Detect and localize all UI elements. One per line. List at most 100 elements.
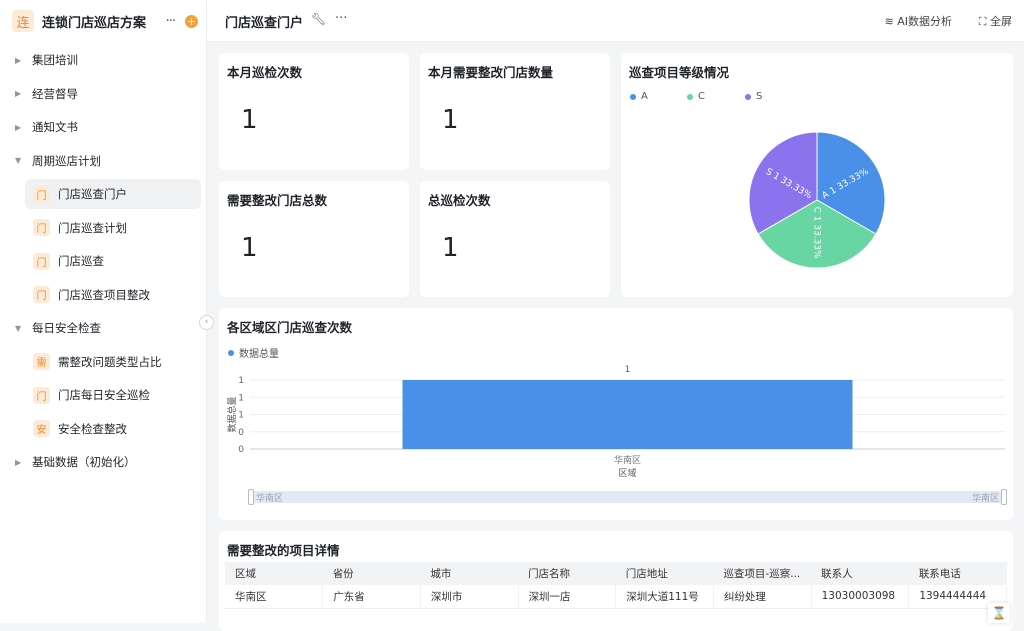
legend-dot (228, 349, 234, 356)
fullscreen-button[interactable]: ⛶ 全屏 (979, 13, 1012, 29)
pie-title: 巡查项目等级情况 (629, 65, 730, 80)
legend-dot (687, 93, 693, 100)
sidebar-item-label: 需整改问题类型占比 (58, 354, 162, 369)
legend-label: 数据总量 (239, 349, 279, 360)
sidebar-item-label: 集团培训 (32, 53, 78, 67)
page-title: 门店巡查门户 (225, 16, 304, 31)
column-header[interactable]: 区域 (225, 562, 323, 585)
kpi-title: 本月需要整改门店数量 (428, 65, 554, 80)
kpi-value: 1 (442, 105, 459, 135)
column-header[interactable]: 门店地址 (615, 562, 714, 585)
x-tick-label: 华南区 (614, 454, 641, 466)
sidebar-item-label: 每日安全检查 (32, 321, 101, 335)
table-cell: 1394444444 (908, 585, 1007, 609)
legend-label: C (698, 91, 705, 102)
data-table: 区域 省份 城市 门店名称 门店地址 巡查项目-巡察... 联系人 联系电话 华南区 广东省 深圳… (225, 562, 1007, 609)
pie-slice-a[interactable] (816, 131, 886, 235)
table-cell: 深圳大道111号 (615, 585, 714, 609)
legend-item-a[interactable]: A (630, 91, 648, 102)
caret-right-icon: ▶ (15, 122, 22, 132)
sidebar-page-item[interactable]: 门门店每日安全巡检 (25, 380, 201, 410)
y-tick-label: 0 (238, 428, 244, 438)
y-tick-label: 1 (238, 411, 244, 421)
pie-card: 巡查项目等级情况 A C S A 1 33.33% C 1 33.33% S 1 3… (621, 53, 1013, 297)
sidebar-page-item[interactable]: 门门店巡查项目整改 (25, 280, 201, 310)
sidebar-item-label: 经营督导 (32, 86, 78, 101)
sidebar-page-item[interactable]: 门门店巡查计划 (25, 213, 201, 243)
sidebar-page-item[interactable]: 门门店巡查门户 (25, 179, 201, 209)
top-bar: 门店巡查门户 🔧︎ ··· ≋ AI数据分析 ⛶ 全屏 (207, 0, 1024, 42)
column-header[interactable]: 联系人 (811, 562, 909, 585)
column-header[interactable]: 省份 (322, 562, 421, 585)
y-tick-label: 1 (238, 376, 244, 386)
sidebar-group-item[interactable]: ▼ 每日安全检查 (0, 313, 207, 343)
sidebar-item-label: 周期巡店计划 (32, 153, 101, 168)
column-header[interactable]: 城市 (420, 562, 519, 585)
sidebar-item-label: 门店巡查计划 (58, 220, 127, 235)
app-title: 连锁门店巡店方案 (42, 15, 147, 31)
sidebar-page-item[interactable]: 需需整改问题类型占比 (25, 347, 201, 377)
kpi-title: 需要整改门店总数 (227, 193, 328, 208)
sidebar-item-label: 基础数据（初始化） (32, 455, 136, 469)
page-icon: 门 (33, 185, 50, 203)
sidebar-item-label: 门店巡查 (58, 254, 104, 268)
add-icon[interactable]: + (185, 14, 198, 28)
legend-item-c[interactable]: C (687, 91, 705, 102)
fullscreen-icon: ⛶ (978, 15, 990, 28)
table-cell: 深圳市 (420, 585, 519, 609)
column-header[interactable]: 联系电话 (908, 562, 1007, 585)
sidebar-group-item[interactable]: ▶ 通知文书 (0, 112, 207, 142)
hourglass-icon[interactable]: ⌛ (988, 603, 1010, 623)
pie-label: C 1 33.33% (812, 207, 822, 259)
bar-title: 各区域区门店巡查次数 (227, 320, 353, 335)
legend-item-s[interactable]: S (745, 91, 762, 102)
bar-data-label: 1 (625, 365, 631, 375)
wrench-icon[interactable]: 🔧︎ (311, 12, 327, 26)
caret-right-icon: ▶ (15, 89, 22, 98)
table-cell: 华南区 (225, 585, 324, 609)
table-cell: 纠纷处理 (713, 585, 812, 609)
sidebar-item-label: 门店巡查门户 (58, 187, 127, 201)
caret-down-icon: ▼ (15, 323, 22, 333)
sidebar-page-item[interactable]: 安安全检查整改 (25, 414, 201, 444)
caret-right-icon: ▶ (15, 457, 22, 467)
ai-analysis-label: AI数据分析 (897, 15, 952, 28)
caret-right-icon: ▶ (15, 55, 22, 65)
kpi-card: 本月巡检次数 1 (219, 53, 409, 170)
kpi-card: 总巡检次数 1 (420, 181, 610, 297)
column-header[interactable]: 巡查项目-巡察... (713, 562, 812, 585)
table-title: 需要整改的项目详情 (227, 543, 340, 558)
ai-icon: ≋ (884, 15, 898, 28)
kpi-title: 总巡检次数 (428, 193, 491, 208)
table-cell: 深圳一店 (518, 585, 617, 609)
more-icon[interactable]: ··· (165, 13, 176, 29)
page-icon: 安 (33, 420, 50, 437)
bar-card: 各区域区门店巡查次数 数据总量 0 0 1 1 1 数据总量 1 华南区 区域 华南区 华南区 (219, 308, 1013, 520)
sidebar-page-item[interactable]: 门门店巡查 (25, 246, 201, 276)
ai-analysis-button[interactable]: ≋ AI数据分析 (885, 13, 953, 29)
page-icon: 门 (33, 219, 50, 236)
sidebar-group-item[interactable]: ▶ 经营督导 (0, 79, 207, 109)
slider-handle-left[interactable] (248, 489, 254, 505)
sidebar-group-item[interactable]: ▶ 基础数据（初始化） (0, 447, 207, 477)
page-icon: 需 (33, 353, 50, 370)
pie-slice-c[interactable] (757, 199, 877, 269)
more-icon[interactable]: ··· (335, 11, 348, 26)
pie-slice-s[interactable] (748, 131, 818, 235)
legend-item[interactable]: 数据总量 (228, 345, 279, 360)
legend-label: A (641, 91, 648, 102)
sidebar-item-label: 安全检查整改 (58, 421, 127, 436)
column-header[interactable]: 门店名称 (518, 562, 616, 585)
y-tick-label: 0 (238, 445, 244, 455)
slider-handle-right[interactable] (1001, 489, 1007, 505)
table-row[interactable]: 华南区 广东省 深圳市 深圳一店 深圳大道111号 纠纷处理 13030003098 1394… (225, 585, 1007, 609)
zoom-slider[interactable]: 华南区 华南区 (248, 489, 1007, 505)
collapse-sidebar-button[interactable]: ‹ (199, 315, 214, 330)
page-icon: 门 (33, 386, 50, 404)
bar[interactable] (402, 380, 853, 449)
app-header: 连 连锁门店巡店方案 ··· + (12, 9, 198, 33)
table-cell: 13030003098 (811, 585, 910, 609)
sidebar-group-item[interactable]: ▼ 周期巡店计划 (0, 146, 207, 176)
sidebar-item-label: 门店每日安全巡检 (58, 388, 150, 402)
sidebar-group-item[interactable]: ▶ 集团培训 (0, 45, 207, 75)
